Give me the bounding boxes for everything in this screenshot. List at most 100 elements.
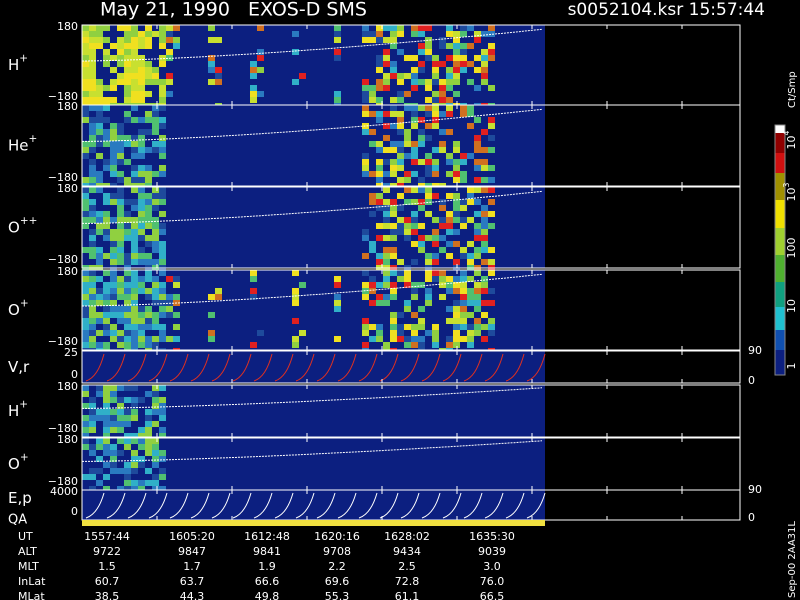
spectrogram-cell [145,253,152,259]
spectrogram-cell [152,31,159,37]
colorbar-segment [775,255,785,282]
spectrogram-cell [117,468,124,474]
spectrogram-cell [110,288,117,294]
spectrogram-cell [89,49,96,55]
spectrogram-cell [439,270,446,276]
spectrogram-cell [145,288,152,294]
spectrogram-cell [481,187,488,193]
spectrogram-cell [145,342,152,348]
spectrogram-cell [432,270,439,276]
spectrogram-cell [138,91,145,97]
spectrogram-cell [124,25,131,31]
spectrogram-cell [453,91,460,97]
spectrogram-cell [397,324,404,330]
spectrogram-cell [138,433,145,439]
spectrogram-cell [390,147,397,153]
spectrogram-cell [411,85,418,91]
spectrogram-cell [453,165,460,171]
spectrogram-cell [404,217,411,223]
spectrogram-cell [152,294,159,300]
spectrogram-cell [390,270,397,276]
spectrogram-cell [432,235,439,241]
spectrogram-cell [103,141,110,147]
spectrogram-cell [404,324,411,330]
spectrogram-cell [131,61,138,67]
colorbar-tick-label-sup: 4 [782,130,791,135]
y-bottom-label: −180 [48,253,78,266]
spectrogram-cell [404,270,411,276]
spectrogram-cell [82,312,89,318]
spectrogram-cell [481,129,488,135]
spectrogram-cell [166,306,173,312]
spectrogram-cell [138,288,145,294]
spectrogram-cell [117,450,124,456]
spectrogram-cell [152,111,159,117]
spectrogram-cell [152,300,159,306]
ephemeris-cell: 66.5 [480,590,505,600]
spectrogram-cell [152,397,159,403]
spectrogram-cell [369,282,376,288]
spectrogram-cell [117,438,124,444]
spectrogram-cell [131,276,138,282]
spectrogram-cell [82,427,89,433]
spectrogram-cell [96,468,103,474]
spectrogram-cell [369,336,376,342]
spectrogram-cell [96,97,103,103]
spectrogram-cell [145,438,152,444]
spectrogram-cell [215,79,222,85]
spectrogram-cell [145,205,152,211]
file-label: s0052104.ksr 15:57:44 [568,0,765,20]
spectrogram-cell [488,211,495,217]
spectrogram-cell [117,49,124,55]
spectrogram-cell [89,306,96,312]
panel-label: O+ [8,297,29,318]
spectrogram-cell [152,105,159,111]
spectrogram-cell [362,129,369,135]
spectrogram-cell [145,336,152,342]
spectrogram-cell [96,259,103,265]
spectrogram-cell [467,312,474,318]
spectrogram-cell [425,294,432,300]
spectrogram-cell [131,229,138,235]
spectrogram-cell [425,135,432,141]
spectrogram-cell [110,391,117,397]
spectrogram-cell [467,193,474,199]
spectrogram-cell [453,159,460,165]
spectrogram-cell [103,97,110,103]
spectrogram-cell [397,159,404,165]
panel-frame [81,104,741,187]
spectrogram-cell [117,247,124,253]
spectrogram-cell [481,229,488,235]
spectrogram-cell [124,294,131,300]
y-top-label: 180 [57,100,78,113]
spectrogram-cell [418,135,425,141]
spectrogram-cell [411,336,418,342]
spectrogram-cell [89,67,96,73]
spectrogram-cell [292,270,299,276]
spectrogram-cell [117,403,124,409]
spectrogram-cell [453,282,460,288]
spectrogram-cell [362,294,369,300]
spectrogram-cell [159,123,166,129]
spectrogram-cell [411,153,418,159]
spectrogram-cell [481,282,488,288]
spectrogram-cell [334,300,341,306]
spectrogram-cell [96,342,103,348]
spectrogram-cell [474,31,481,37]
spectrogram-cell [89,31,96,37]
spectrogram-cell [446,276,453,282]
spectrogram-cell [376,171,383,177]
spectrogram-cell [397,270,404,276]
sweep-trace [85,492,105,519]
spectrogram-cell [103,391,110,397]
spectrogram-cell [103,462,110,468]
spectrogram-cell [82,336,89,342]
spectrogram-cell [453,330,460,336]
spectrogram-cell [460,31,467,37]
spectrogram-cell [152,462,159,468]
spectrogram-cell [460,247,467,253]
spectrogram-cell [474,282,481,288]
spectrogram-cell [453,193,460,199]
spectrogram-cell [446,111,453,117]
spectrogram-cell [145,450,152,456]
